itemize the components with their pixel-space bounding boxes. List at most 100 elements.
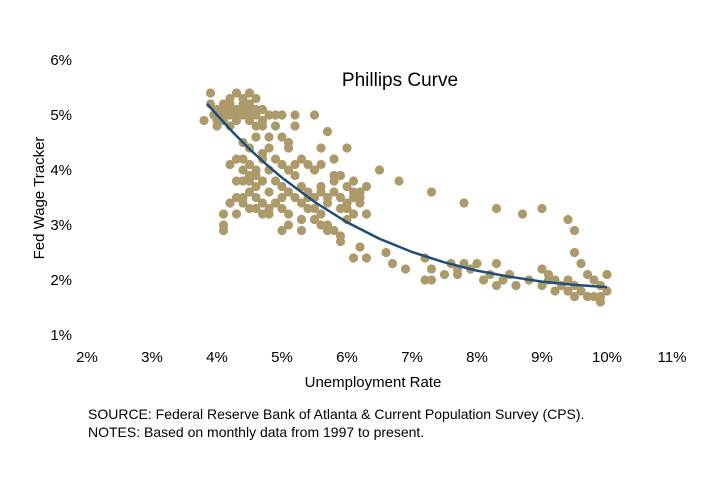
x-tick-label: 7% — [401, 349, 423, 366]
scatter-point — [381, 247, 391, 258]
scatter-point — [251, 104, 261, 115]
scatter-point — [277, 225, 287, 236]
scatter-point — [238, 93, 248, 104]
scatter-point — [244, 176, 255, 186]
scatter-point — [205, 88, 216, 98]
scatter-point — [218, 104, 229, 115]
scatter-point — [478, 275, 489, 285]
scatter-point — [231, 154, 242, 164]
scatter-point — [251, 132, 261, 142]
scatter-point — [335, 236, 346, 247]
scatter-point — [491, 203, 502, 214]
scatter-point — [283, 187, 294, 197]
scatter-point — [335, 170, 346, 181]
x-tick-label: 10% — [592, 349, 622, 366]
scatter-point — [316, 220, 326, 230]
scatter-point — [199, 115, 209, 126]
scatter-point — [277, 181, 287, 192]
scatter-point — [264, 203, 274, 214]
scatter-point — [439, 269, 450, 280]
scatter-point — [270, 110, 281, 120]
scatter-point — [498, 275, 508, 285]
scatter-point — [348, 253, 359, 263]
scatter-point — [329, 176, 339, 186]
scatter-point — [452, 269, 463, 280]
x-tick-label: 6% — [336, 349, 358, 366]
scatter-point — [231, 88, 242, 98]
scatter-point — [537, 280, 547, 291]
scatter-point — [322, 192, 333, 203]
y-tick-label: 5% — [50, 107, 72, 124]
scatter-point — [335, 203, 346, 214]
scatter-point — [238, 154, 248, 164]
scatter-point — [257, 198, 268, 208]
scatter-point — [244, 187, 255, 197]
scatter-point — [426, 264, 437, 274]
y-axis-ticks: 1% 2% 3% 4% 5% 6% — [50, 52, 72, 344]
notes-note: NOTES: Based on monthly data from 1997 t… — [88, 424, 425, 440]
scatter-point — [244, 203, 255, 214]
scatter-point — [322, 126, 333, 137]
scatter-point — [322, 225, 333, 236]
scatter-point — [257, 176, 268, 186]
scatter-point — [563, 286, 573, 296]
scatter-point — [602, 286, 612, 296]
scatter-points — [199, 88, 612, 307]
scatter-point — [264, 143, 274, 153]
scatter-point — [348, 209, 359, 219]
scatter-point — [244, 159, 255, 170]
scatter-point — [569, 291, 580, 302]
scatter-point — [491, 280, 502, 291]
y-tick-label: 6% — [50, 52, 72, 69]
scatter-point — [517, 209, 528, 219]
scatter-point — [283, 165, 294, 175]
scatter-point — [251, 121, 261, 131]
x-axis-ticks: 2% 3% 4% 5% 6% 7% 8% 9% 10% 11% — [76, 349, 686, 366]
scatter-point — [238, 192, 248, 203]
scatter-point — [238, 176, 248, 186]
scatter-point — [316, 143, 326, 153]
scatter-point — [283, 209, 294, 219]
scatter-point — [576, 258, 586, 269]
scatter-point — [270, 121, 281, 131]
scatter-point — [374, 165, 385, 175]
scatter-point — [277, 132, 287, 142]
scatter-point — [569, 225, 580, 236]
scatter-point — [231, 104, 242, 115]
scatter-point — [550, 286, 560, 296]
x-tick-label: 8% — [466, 349, 488, 366]
scatter-point — [303, 203, 313, 214]
scatter-point — [290, 121, 300, 131]
scatter-point — [537, 203, 547, 214]
scatter-point — [251, 93, 261, 104]
scatter-point — [251, 203, 261, 214]
scatter-point — [335, 192, 346, 203]
scatter-point — [576, 286, 586, 296]
scatter-point — [257, 121, 268, 131]
source-note: SOURCE: Federal Reserve Bank of Atlanta … — [88, 406, 585, 422]
scatter-point — [342, 143, 352, 153]
scatter-point — [218, 225, 229, 236]
scatter-point — [491, 258, 502, 269]
y-tick-label: 1% — [50, 327, 72, 344]
scatter-point — [251, 192, 261, 203]
scatter-point — [420, 275, 430, 285]
scatter-point — [569, 247, 580, 258]
scatter-point — [309, 214, 320, 225]
scatter-point — [257, 104, 268, 115]
scatter-point — [595, 297, 606, 307]
scatter-point — [563, 214, 573, 225]
scatter-point — [394, 176, 404, 186]
scatter-point — [277, 203, 287, 214]
scatter-point — [400, 264, 411, 274]
scatter-point — [257, 148, 268, 159]
scatter-point — [426, 187, 437, 197]
scatter-point — [582, 291, 593, 302]
scatter-point — [355, 242, 365, 252]
scatter-point — [296, 181, 307, 192]
scatter-point — [264, 110, 274, 120]
scatter-point — [283, 220, 294, 230]
scatter-point — [244, 88, 255, 98]
scatter-point — [459, 198, 469, 208]
scatter-point — [264, 187, 274, 197]
